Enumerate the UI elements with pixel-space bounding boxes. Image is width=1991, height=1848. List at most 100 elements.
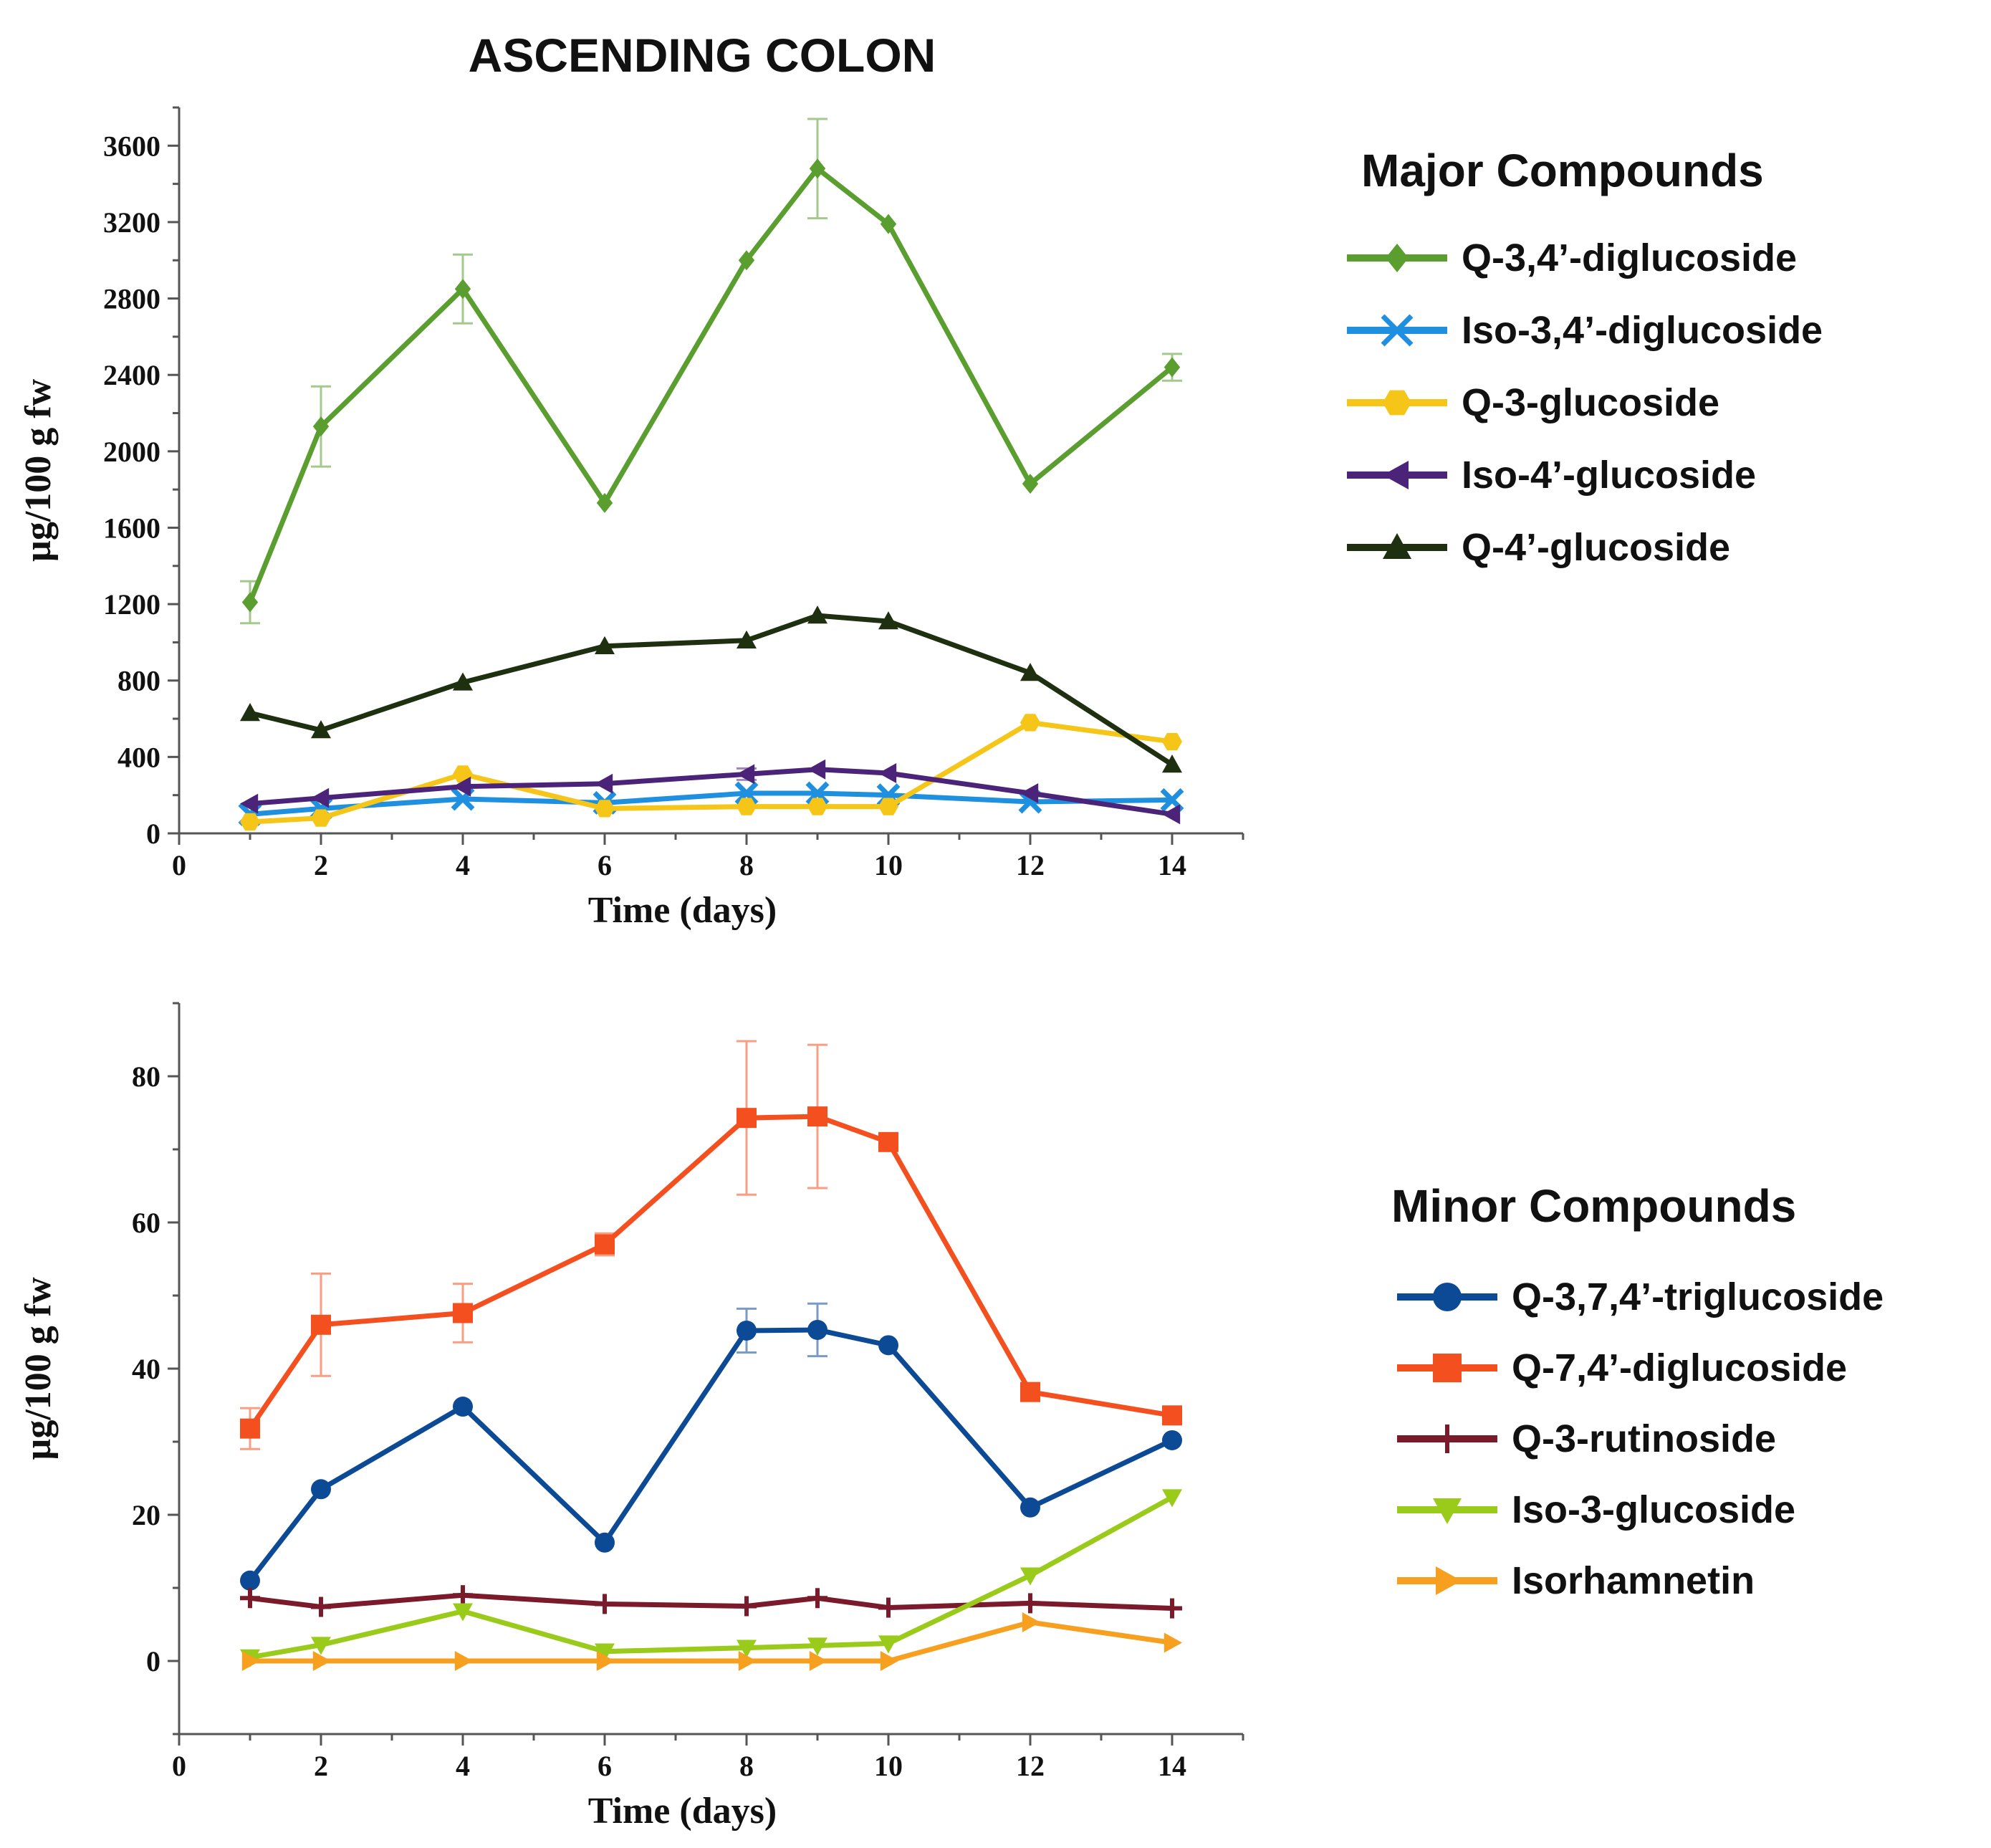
legend-label: Q-3,7,4’-triglucoside: [1512, 1275, 1884, 1318]
data-point: [1162, 804, 1181, 825]
x-axis-title: Time (days): [588, 1791, 777, 1832]
data-point: [737, 764, 755, 785]
data-point: [240, 1588, 260, 1609]
data-point: [878, 1635, 898, 1654]
legend-marker: [1386, 244, 1409, 272]
data-point: [737, 1639, 757, 1658]
data-point: [878, 798, 898, 815]
data-point: [454, 1651, 473, 1671]
data-point: [807, 605, 827, 624]
x-tick-label: 14: [1158, 849, 1186, 881]
x-tick-label: 12: [1016, 849, 1045, 881]
series-q-4-glucoside: [240, 605, 1182, 773]
data-point: [807, 1319, 827, 1340]
data-point: [1020, 1382, 1040, 1402]
y-tick-label: 60: [132, 1207, 160, 1239]
y-tick-label: 2800: [103, 283, 160, 315]
series-line: [248, 1327, 1174, 1582]
data-point: [1020, 1593, 1040, 1614]
legend-marker: [1433, 1498, 1462, 1524]
data-point: [809, 158, 826, 179]
data-point: [311, 1479, 331, 1500]
figure-title: ASCENDING COLON: [469, 29, 936, 82]
data-point: [1020, 783, 1039, 804]
y-tick-label: 400: [117, 741, 160, 773]
x-tick-label: 8: [739, 849, 754, 881]
data-point: [240, 1418, 260, 1439]
series-q-3-rutinoside: [240, 1585, 1182, 1619]
legend-label: Q-7,4’-diglucoside: [1512, 1346, 1847, 1389]
data-point: [738, 250, 755, 271]
x-tick-label: 14: [1158, 1750, 1186, 1782]
y-axis-title: µg/100 g fw: [18, 1277, 59, 1460]
data-point: [595, 800, 615, 818]
legend-label: Q-3-rutinoside: [1512, 1417, 1776, 1460]
y-tick-label: 0: [146, 818, 160, 850]
y-tick-label: 0: [146, 1645, 160, 1677]
x-tick-label: 6: [598, 849, 612, 881]
legend-entry-iso-3-glucoside: Iso-3-glucoside: [1397, 1488, 1795, 1531]
series-iso-3-glucoside: [240, 1489, 1182, 1667]
legend-entry-q-3-glucoside: Q-3-glucoside: [1347, 381, 1719, 424]
y-tick-label: 1200: [103, 588, 160, 621]
data-point: [453, 1397, 473, 1417]
y-axis-title: µg/100 g fw: [18, 378, 59, 562]
y-tick-label: 2000: [103, 436, 160, 468]
data-point: [453, 1603, 473, 1622]
legend-label: Iso-3-glucoside: [1512, 1488, 1795, 1531]
y-tick-label: 1600: [103, 512, 160, 544]
y-tick-label: 3600: [103, 130, 160, 162]
y-tick-label: 3200: [103, 206, 160, 239]
legend-title: Major Compounds: [1361, 145, 1764, 196]
data-point: [738, 1651, 757, 1671]
x-tick-label: 4: [456, 1750, 470, 1782]
x-tick-label: 8: [739, 1750, 754, 1782]
data-point: [1020, 663, 1040, 681]
data-point: [809, 1651, 827, 1671]
data-point: [240, 1570, 260, 1591]
data-point: [453, 1585, 473, 1606]
series-isorhamnetin: [241, 1612, 1182, 1671]
y-tick-label: 40: [132, 1353, 160, 1385]
legend-marker: [1433, 1425, 1462, 1453]
data-point: [805, 781, 830, 805]
data-point: [1020, 1497, 1040, 1518]
data-point: [311, 1314, 331, 1335]
series-q-7-4-diglucoside: [240, 1040, 1182, 1450]
minor-compounds-chart: 0 2 4 6 8 10 12 14 0 20 40 60 80 Time (days) µg/100 g …: [18, 1002, 1244, 1832]
data-point: [312, 1651, 331, 1671]
legend-label: Isorhamnetin: [1512, 1559, 1755, 1602]
data-point: [1020, 1567, 1040, 1586]
legend-entry-q-3-4-diglucoside: Q-3,4’-diglucoside: [1347, 236, 1797, 279]
data-point: [737, 630, 757, 648]
x-tick-label: 0: [172, 1750, 186, 1782]
legend-label: Q-3-glucoside: [1462, 381, 1719, 424]
data-point: [1020, 714, 1040, 732]
major-compounds-chart: 0 2 4 6 8 10 12 14 0 400 800 1200 1600 2000 2400 2800 32…: [18, 106, 1244, 931]
data-point: [1164, 1632, 1182, 1653]
x-tick-label: 2: [314, 1750, 328, 1782]
legend-entry-q-7-4-diglucoside: Q-7,4’-diglucoside: [1397, 1346, 1847, 1389]
minor-compounds-legend: Minor Compounds Q-3,7,4’-triglucoside Q-7,…: [1391, 1180, 1884, 1602]
x-tick-label: 4: [456, 849, 470, 881]
data-point: [311, 809, 331, 827]
legend-label: Q-4’-glucoside: [1462, 526, 1730, 569]
legend-entry-iso-3-4-diglucoside: Iso-3,4’-diglucoside: [1347, 309, 1823, 352]
legend-entry-q-4-glucoside: Q-4’-glucoside: [1347, 526, 1730, 569]
data-point: [1162, 1598, 1182, 1619]
legend-entry-q-3-7-4-triglucoside: Q-3,7,4’-triglucoside: [1397, 1275, 1884, 1318]
legend-marker: [1381, 314, 1414, 347]
data-point: [595, 1643, 615, 1662]
x-tick-label: 0: [172, 849, 186, 881]
data-point: [240, 813, 260, 831]
legend-marker: [1433, 1283, 1462, 1311]
data-point: [878, 611, 898, 630]
legend-marker: [1436, 1566, 1462, 1595]
data-point: [1164, 357, 1181, 378]
data-point: [311, 1596, 331, 1617]
data-point: [1162, 1405, 1182, 1426]
data-point: [595, 636, 615, 654]
data-point: [1162, 1430, 1182, 1450]
x-tick-label: 12: [1016, 1750, 1045, 1782]
data-point: [453, 776, 471, 797]
